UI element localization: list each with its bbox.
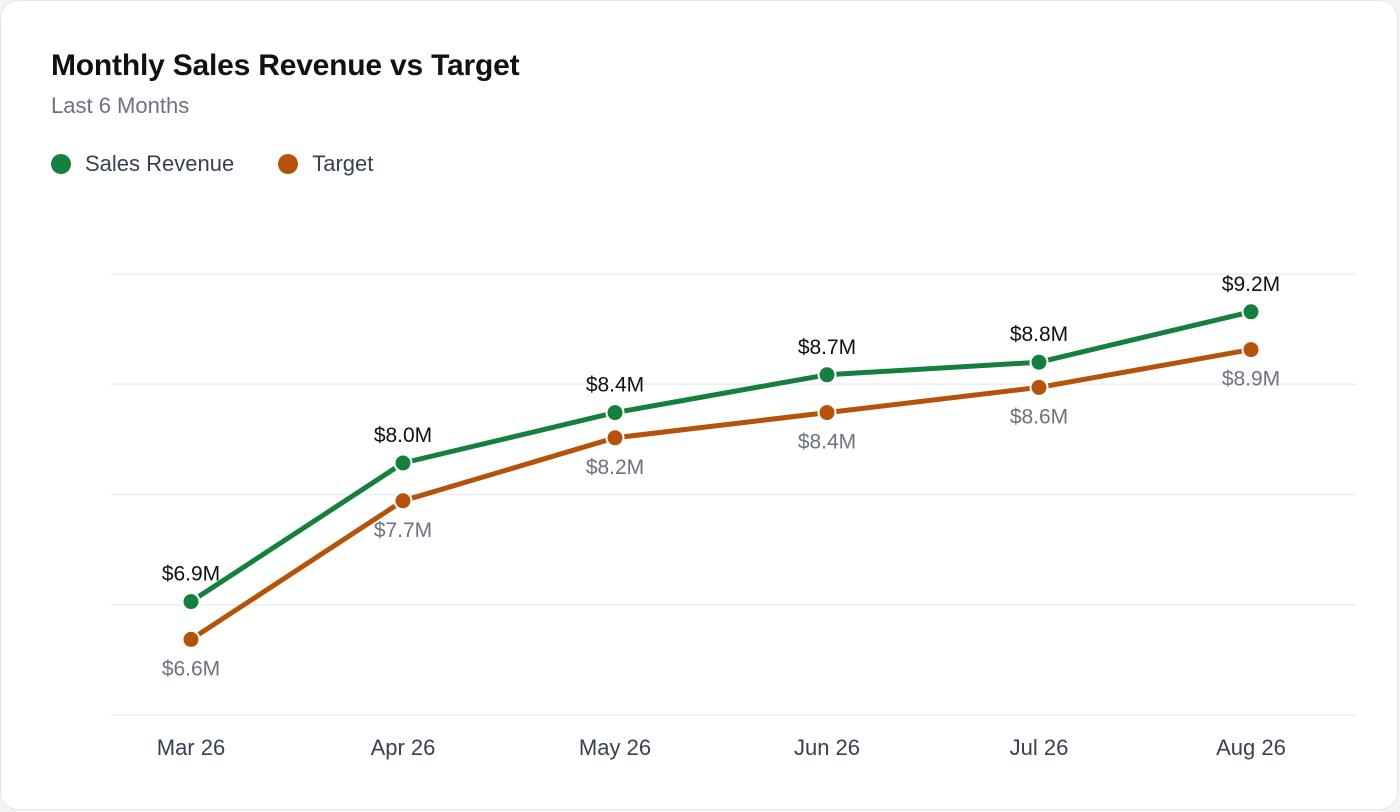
data-point-sales-revenue[interactable] [393, 453, 413, 473]
data-label-sales-revenue: $8.7M [798, 336, 856, 359]
x-tick-label: Jul 26 [1010, 735, 1069, 760]
data-point-sales-revenue[interactable] [1241, 302, 1261, 322]
series-line-sales-revenue [188, 309, 1254, 605]
x-tick-label: Apr 26 [371, 735, 436, 760]
data-point-target[interactable] [1241, 340, 1261, 360]
x-axis: Mar 26 Apr 26 May 26 Jun 26 Jul 26 Aug 26 [157, 735, 1286, 760]
chart-title: Monthly Sales Revenue vs Target [51, 49, 520, 82]
chart-subtitle: Last 6 Months [51, 93, 190, 118]
data-labels: $6.9M $8.0M $8.4M $8.7M $8.8M $9.2M $6.6M $7.7M… [162, 273, 1280, 681]
chart-legend: Sales Revenue Target [51, 151, 373, 177]
series-line-target [188, 347, 1254, 642]
legend-dot-sales-revenue [51, 154, 71, 174]
x-tick-label: Jun 26 [794, 735, 860, 760]
data-point-target[interactable] [181, 629, 201, 649]
data-point-sales-revenue[interactable] [181, 592, 201, 612]
data-point-target[interactable] [393, 491, 413, 511]
legend-item-sales-revenue[interactable]: Sales Revenue [51, 151, 234, 177]
data-point-sales-revenue[interactable] [817, 365, 837, 385]
x-tick-label: Mar 26 [157, 735, 225, 760]
data-label-target: $6.6M [162, 657, 220, 680]
data-label-sales-revenue: $8.0M [374, 424, 432, 447]
data-point-target[interactable] [605, 428, 625, 448]
data-point-sales-revenue[interactable] [1029, 352, 1049, 372]
data-label-target: $7.7M [374, 519, 432, 542]
series-layer [181, 302, 1261, 649]
data-label-sales-revenue: $6.9M [162, 563, 220, 586]
data-label-target: $8.6M [1010, 405, 1068, 428]
data-label-target: $8.4M [798, 431, 856, 454]
legend-item-target[interactable]: Target [278, 151, 373, 177]
x-tick-label: Aug 26 [1216, 735, 1286, 760]
legend-label-target: Target [312, 151, 374, 176]
legend-label-sales-revenue: Sales Revenue [85, 151, 235, 176]
data-point-sales-revenue[interactable] [605, 403, 625, 423]
data-label-sales-revenue: $8.8M [1010, 323, 1068, 346]
data-label-target: $8.9M [1222, 368, 1280, 391]
x-tick-label: May 26 [579, 735, 651, 760]
data-label-target: $8.2M [586, 456, 644, 479]
grid-lines [111, 273, 1356, 716]
data-label-sales-revenue: $9.2M [1222, 273, 1280, 296]
legend-dot-target [278, 154, 299, 174]
data-point-target[interactable] [817, 403, 837, 423]
data-label-sales-revenue: $8.4M [586, 374, 644, 397]
data-point-target[interactable] [1029, 377, 1049, 397]
